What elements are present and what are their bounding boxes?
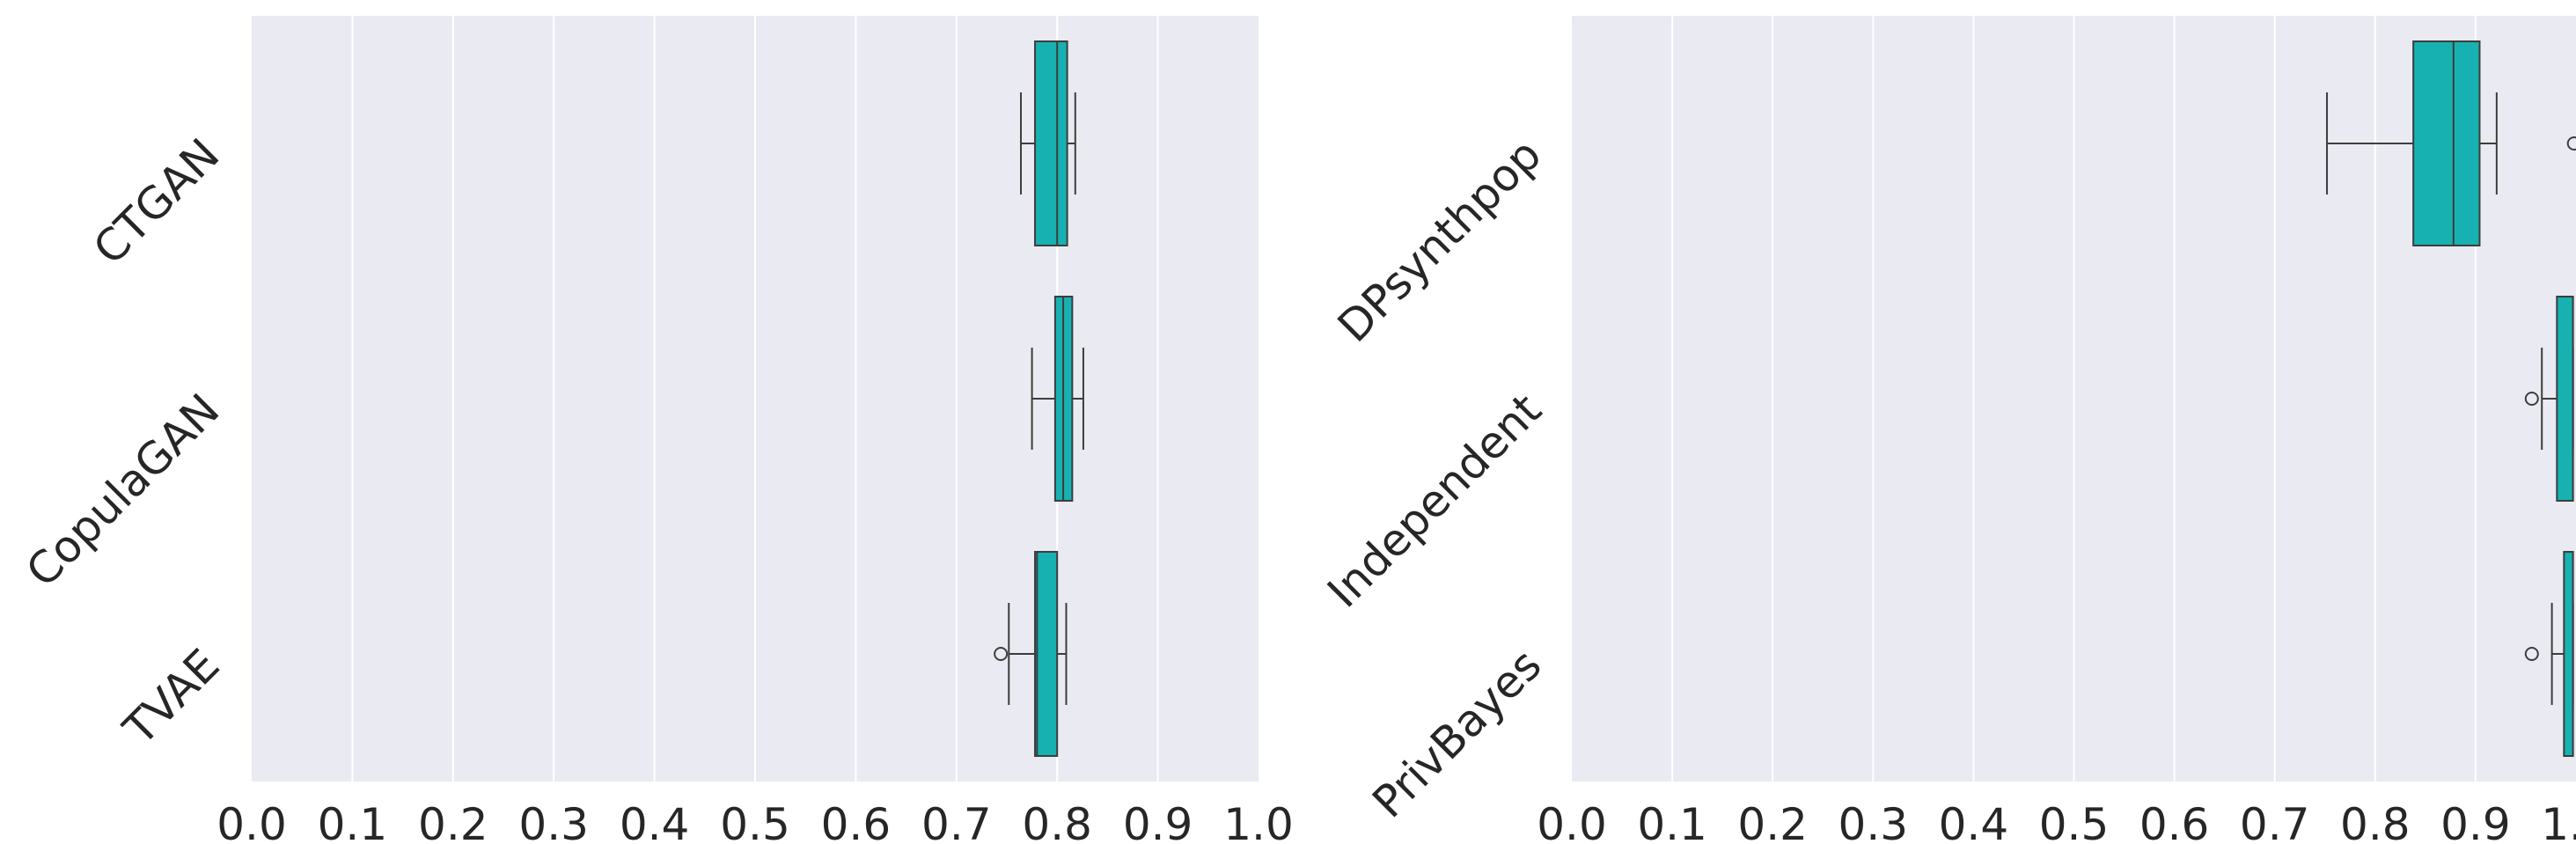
box-body [1034, 40, 1068, 246]
category-label: CTGAN [84, 128, 229, 274]
x-tick-label: 0.9 [2440, 799, 2511, 844]
x-tick-label: 0.7 [2240, 799, 2310, 844]
x-tick-label: 0.0 [1537, 799, 1607, 844]
outlier-point [994, 647, 1009, 661]
box-body [2563, 551, 2574, 757]
x-tick-label: 0.3 [518, 799, 589, 844]
category-label: DPsynthpop [1328, 128, 1551, 351]
category-label: CopulaGAN [17, 384, 230, 597]
x-tick-label: 0.6 [821, 799, 892, 844]
x-tick-label: 0.6 [2139, 799, 2210, 844]
x-tick-label: 1.0 [1223, 799, 1294, 844]
box-body [2556, 296, 2574, 502]
right-box-plot-panel: 0.0 0.1 0.2 0.3 0.4 0.5 0.6 0.7 0.8 0.9 1.0 DPsynth… [1317, 16, 2576, 844]
x-tick-label: 0.0 [217, 799, 287, 844]
box-body [1034, 551, 1059, 757]
x-tick-label: 0.9 [1123, 799, 1193, 844]
x-tick-label: 0.1 [1637, 799, 1707, 844]
outlier-point [2566, 136, 2576, 150]
x-tick-label: 0.3 [1838, 799, 1909, 844]
x-tick-label: 0.4 [620, 799, 690, 844]
category-label: Independent [1317, 384, 1551, 617]
x-tick-label: 0.2 [418, 799, 488, 844]
x-tick-label: 0.8 [1022, 799, 1092, 844]
category-label: TVAE [114, 639, 230, 755]
x-tick-label: 0.5 [720, 799, 790, 844]
x-tick-label: 0.4 [1939, 799, 2009, 844]
category-label: PrivBayes [1362, 639, 1551, 827]
box-body [2412, 40, 2481, 246]
x-tick-label: 1.0 [2541, 799, 2576, 844]
left-box-plot-panel: 0.0 0.1 0.2 0.3 0.4 0.5 0.6 0.7 0.8 0.9 1.0 CTGAN Co… [17, 16, 1294, 844]
outlier-point [2524, 647, 2539, 661]
x-tick-label: 0.2 [1737, 799, 1808, 844]
outlier-point [2524, 392, 2539, 406]
x-tick-label: 0.7 [921, 799, 992, 844]
x-tick-label: 0.8 [2340, 799, 2411, 844]
x-tick-label: 0.5 [2039, 799, 2110, 844]
x-tick-label: 0.1 [318, 799, 388, 844]
